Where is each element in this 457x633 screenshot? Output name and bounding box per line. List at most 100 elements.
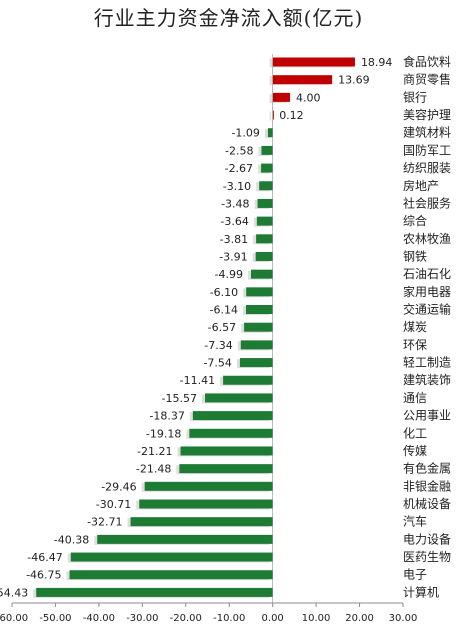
bar [36,587,273,597]
bar [272,92,291,102]
value-label: -3.48 [221,197,249,210]
category-label: 建筑装饰 [403,372,451,387]
bar [179,464,273,474]
category-label: 钢铁 [403,249,427,263]
x-tick-label: 10.00 [302,613,331,624]
category-label: 有色金属 [403,461,451,476]
value-label: -6.57 [208,321,236,334]
category-label: 房地产 [403,178,439,193]
category-label: 医药生物 [403,550,451,564]
category-label: 综合 [403,213,427,228]
category-label: 轻工制造 [403,356,451,370]
value-label: -40.38 [54,533,89,546]
category-label: 社会服务 [403,195,451,210]
value-label: -11.41 [180,374,215,387]
value-label: -7.34 [204,339,232,352]
bars-layer [33,57,355,598]
category-label: 计算机 [403,584,439,599]
bar [261,163,273,173]
category-label: 建筑材料 [403,125,451,140]
bar [69,570,273,580]
value-label: -3.91 [219,250,247,263]
value-label: -2.67 [225,162,253,175]
value-label: -18.37 [149,410,184,423]
category-label: 汽车 [403,514,427,529]
value-label: -46.47 [27,551,62,564]
bar [267,128,273,138]
bar [256,234,273,244]
value-label: -15.57 [162,392,197,405]
category-label: 非银金融 [403,478,451,493]
bar [180,446,273,456]
bar [223,375,273,385]
value-label: -7.54 [203,357,231,370]
value-label: -2.58 [225,144,253,157]
bar [97,534,273,544]
category-label: 商贸零售 [403,72,451,87]
x-tick-label: 0.00 [262,613,284,624]
bar [139,499,273,509]
bar [205,393,273,403]
bar [240,340,273,350]
category-label: 美容护理 [403,107,451,122]
x-tick-label: -60.00 [0,613,28,624]
bar [272,110,274,120]
category-label: 环保 [403,338,427,352]
bar [144,481,273,491]
bar [250,269,273,279]
category-label: 纺织服装 [403,161,451,175]
bar [245,305,273,315]
bar-shadow [264,129,270,139]
value-label: -3.81 [220,233,248,246]
x-tick-label: 20.00 [345,613,374,624]
bar [255,251,273,261]
bar [272,75,333,85]
category-label: 电子 [403,568,427,582]
bar [189,428,273,438]
bar [130,517,273,527]
bar [244,322,273,332]
x-tick-label: -50.00 [39,613,71,624]
bar [246,287,273,297]
value-label: 18.94 [361,56,393,69]
bar [192,411,273,421]
bar-shadow [269,111,271,121]
chart-title: 行业主力资金净流入额(亿元) [93,6,364,30]
value-label: -1.09 [231,127,259,140]
value-label: -6.10 [210,286,238,299]
category-label: 交通运输 [403,302,451,317]
category-label: 石油石化 [403,267,451,281]
category-label: 通信 [403,391,427,405]
x-axis: -60.00 -50.00 -40.00 -30.00 -20.00 -10.00 0.00… [0,54,417,624]
category-label: 化工 [403,426,427,440]
bar [256,216,273,226]
value-label: -32.71 [87,516,122,529]
value-labels-layer: 18.94 13.69 4.00 0.12 -1.09 -2.58 -2.67 -3.10 -3… [0,56,392,599]
bar [239,358,273,368]
category-labels-layer: 食品饮料商贸零售银行美容护理建筑材料国防军工纺织服装房地产社会服务综合农林牧渔钢… [403,54,451,599]
bar [257,198,273,208]
category-label: 传媒 [403,443,427,458]
value-label: -4.99 [215,268,243,281]
category-label: 电力设备 [403,532,451,546]
category-label: 银行 [403,90,427,104]
value-label: 4.00 [296,91,321,104]
value-label: 0.12 [279,109,304,122]
value-label: -46.75 [26,569,61,582]
bar [70,552,273,562]
x-tick-label: -10.00 [213,613,245,624]
value-label: -19.18 [146,427,181,440]
x-tick-label: -30.00 [126,613,158,624]
bar [272,57,355,67]
x-tick-label: -40.00 [83,613,115,624]
category-label: 煤炭 [403,320,427,334]
value-label: -3.64 [220,215,248,228]
value-label: -30.71 [96,498,131,511]
value-label: 13.69 [338,74,370,87]
value-label: -21.48 [136,463,171,476]
category-label: 食品饮料 [403,54,451,69]
category-label: 公用事业 [403,409,451,423]
value-label: -3.10 [223,180,251,193]
